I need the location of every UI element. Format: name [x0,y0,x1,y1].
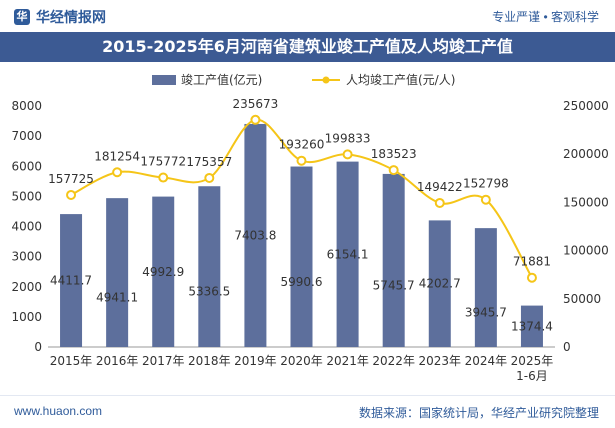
line-point [112,167,123,178]
bar-value-label: 6154.1 [327,247,369,261]
line-value-label: 152798 [463,177,509,191]
y-right-tick-label: 250000 [563,99,609,113]
bar-value-label: 5336.5 [188,285,230,299]
bar-value-label: 4202.7 [419,277,461,291]
x-tick-label: 2018年 [188,354,231,368]
y-right-tick-label: 200000 [563,147,609,161]
y-right-tick-label: 50000 [563,292,601,306]
x-tick-label: 2019年 [234,354,277,368]
line-point [434,197,445,208]
y-left-tick-label: 4000 [11,220,42,234]
line-value-label: 71881 [513,255,551,269]
y-right-tick-label: 0 [563,340,571,354]
bar [474,228,497,347]
bar-value-label: 1374.4 [511,319,553,333]
bar [106,198,129,347]
y-left-tick-label: 5000 [11,189,42,203]
bar [152,196,175,347]
y-left-tick-label: 0 [34,340,42,354]
title-bar: 2015-2025年6月河南省建筑业竣工产值及人均竣工产值 [0,32,615,62]
bar [290,166,313,347]
line-value-label: 235673 [233,97,279,111]
x-tick-label: 2022年 [372,354,415,368]
y-right-tick-label: 100000 [563,244,609,258]
top-bar: 华 华经情报网 专业严谨 • 客观科学 [0,0,615,32]
bar-value-label: 4992.9 [142,265,184,279]
x-tick-label: 2025年 [511,354,554,368]
line-point [526,272,537,283]
bar [336,161,359,347]
header-tags: 专业严谨 • 客观科学 [492,10,599,24]
bar-value-label: 4941.1 [96,291,138,305]
data-source: 数据来源：国家统计局，华经产业研究院整理 [358,406,599,420]
legend-bar-swatch [152,75,176,85]
line-point [250,114,261,125]
brand: 华 华经情报网 [14,7,106,27]
brand-logo-icon: 华 [14,9,30,25]
bar-value-label: 7403.8 [234,228,276,242]
y-left-tick-label: 6000 [11,159,42,173]
line-value-label: 193260 [279,138,325,152]
line-point [204,172,215,183]
line-point [480,194,491,205]
x-tick-label: 2017年 [142,354,185,368]
x-tick-label: 2020年 [280,354,323,368]
bar [198,186,221,347]
line-point [66,189,77,200]
y-left-tick-label: 7000 [11,129,42,143]
line-value-label: 157725 [48,172,94,186]
bar [244,123,267,347]
line-value-label: 149422 [417,180,463,194]
legend-bar-label: 竣工产值(亿元) [181,72,262,87]
legend-line-label: 人均竣工产值(元/人) [346,72,455,87]
chart: 竣工产值(亿元) 人均竣工产值(元/人) 0 1000 2000 3000 4000 5000… [11,72,609,383]
line-value-label: 199833 [325,131,371,145]
bar-value-label: 5745.7 [373,278,415,292]
x-tick-label: 2023年 [418,354,461,368]
bar [382,173,405,347]
line-point [296,155,307,166]
line-value-label: 175772 [140,155,186,169]
brand-name: 华经情报网 [36,9,106,25]
bar [428,220,451,347]
bar-value-label: 3945.7 [465,306,507,320]
bar-value-label: 5990.6 [281,275,323,289]
x-tick-label: 2016年 [96,354,139,368]
y-right-tick-label: 150000 [563,195,609,209]
bar [520,305,543,347]
x-tick-label: 2024年 [465,354,508,368]
line-value-label: 181254 [94,149,140,163]
chart-title: 2015-2025年6月河南省建筑业竣工产值及人均竣工产值 [102,37,513,56]
y-left-tick-label: 1000 [11,310,42,324]
y-left-tick-label: 2000 [11,280,42,294]
bar [60,214,83,347]
line-value-label: 183523 [371,147,417,161]
line-point [158,172,169,183]
footer: www.huaon.com 数据来源：国家统计局，华经产业研究院整理 [0,395,615,428]
x-tick-label: 1-6月 [516,369,548,383]
line-value-label: 175357 [186,155,232,169]
y-left-tick-label: 8000 [11,99,42,113]
x-tick-label: 2015年 [50,354,93,368]
footer-url: www.huaon.com [14,404,103,418]
line-point [388,165,399,176]
line-point [342,149,353,160]
bar-value-label: 4411.7 [50,274,92,288]
legend-line-marker [322,76,330,84]
y-left-tick-label: 3000 [11,250,42,264]
x-tick-label: 2021年 [326,354,369,368]
